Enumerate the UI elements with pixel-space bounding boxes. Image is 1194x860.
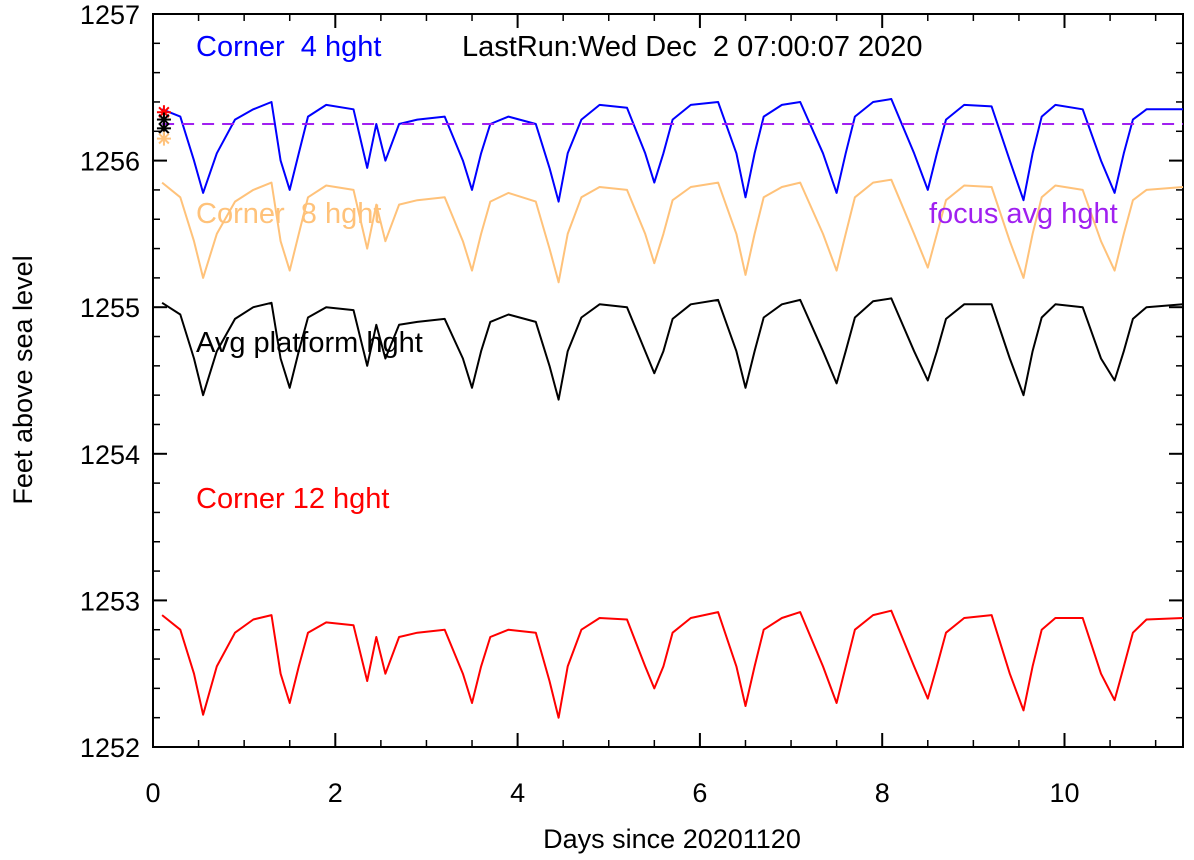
y-tick-label: 1256 [80,147,140,177]
series-layer [162,99,1183,718]
annotations: Corner 4 hght LastRun:Wed Dec 2 07:00:07… [196,31,1118,515]
series-line-3 [162,611,1183,718]
y-tick-label: 1254 [80,440,140,470]
series-label-avg-platform: Avg platform hght [196,327,423,359]
x-tick-label: 10 [1049,778,1079,808]
y-axis-label: Feet above sea level [8,255,38,504]
x-tick-label: 4 [510,778,525,808]
series-line-0 [162,99,1183,202]
marker-layer [157,105,171,145]
last-run-label: LastRun:Wed Dec 2 07:00:07 2020 [462,31,923,63]
x-tick-label: 2 [328,778,343,808]
y-tick-label: 1253 [80,586,140,616]
x-tick-label: 8 [875,778,890,808]
y-tick-label: 1257 [80,0,140,30]
x-axis-label: Days since 20201120 [543,824,801,854]
x-tick-label: 6 [692,778,707,808]
y-tick-label: 1255 [80,293,140,323]
y-tick-label: 1252 [80,733,140,763]
series-line-1 [162,180,1183,283]
series-label-corner-4: Corner 4 hght [196,31,381,63]
series-label-corner-12: Corner 12 hght [196,483,389,515]
series-label-corner-8: Corner 8 hght [196,198,381,230]
series-label-focus-avg: focus avg hght [929,198,1118,230]
x-tick-label: 0 [145,778,160,808]
asterisk-marker-3 [157,132,171,146]
